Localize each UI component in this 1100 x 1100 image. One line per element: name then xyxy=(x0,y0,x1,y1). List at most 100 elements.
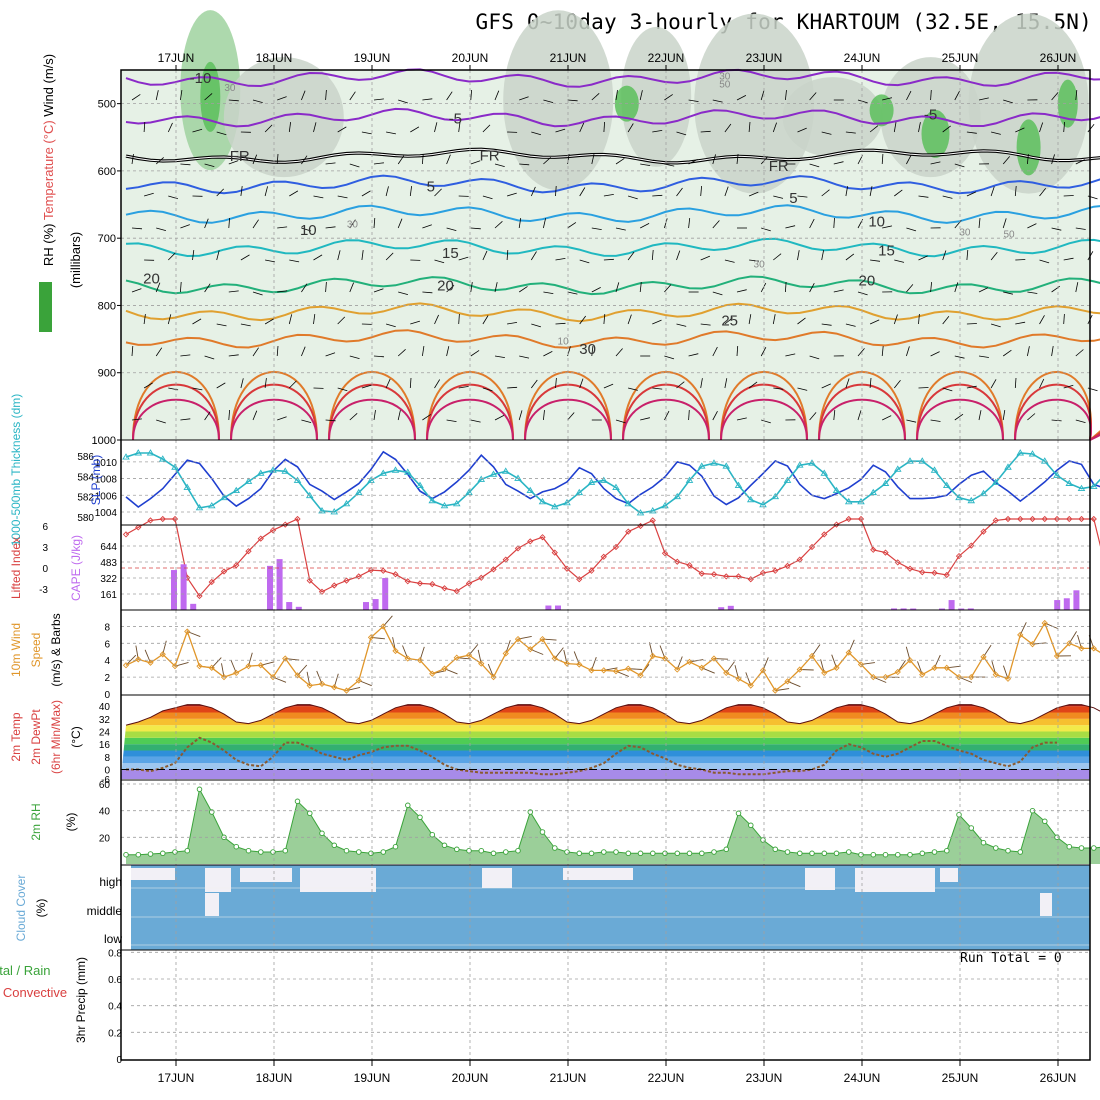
thickness-point xyxy=(1065,479,1074,486)
wind-barb xyxy=(398,99,408,104)
wind-barb xyxy=(833,410,836,421)
wind-barb xyxy=(264,378,267,389)
rh-point xyxy=(368,850,374,857)
wind-speed-point xyxy=(282,655,289,662)
wind-barb xyxy=(216,250,220,261)
wind-barb-10m xyxy=(554,647,564,659)
li-point xyxy=(943,571,950,579)
wind-barb xyxy=(289,380,297,389)
wind-barb xyxy=(918,195,929,198)
wind-barb xyxy=(458,122,461,133)
wind-barb xyxy=(204,411,211,421)
wind-barb xyxy=(1075,159,1085,165)
thickness-point xyxy=(759,500,767,508)
wind-barb xyxy=(978,218,981,229)
wind-speed-point xyxy=(331,684,338,691)
date-label-bottom: 22JUN xyxy=(648,1071,685,1085)
wind-barb xyxy=(785,281,787,293)
wind-barb xyxy=(906,284,914,293)
thickness-point xyxy=(685,476,694,483)
wind-barb xyxy=(918,255,928,261)
date-label-top: 26JUN xyxy=(1040,51,1077,65)
wind-speed-point xyxy=(159,651,166,658)
wind-barb xyxy=(712,291,723,296)
wind-barb xyxy=(724,317,733,325)
wind-barb xyxy=(1002,156,1011,165)
wind-speed-point xyxy=(355,677,362,684)
dewpoint-line xyxy=(126,736,1057,776)
cape-bar xyxy=(967,608,974,610)
wind-speed-point xyxy=(674,666,681,673)
wind-speed-point xyxy=(919,671,926,678)
cloud-ylabel-a: Cloud Cover xyxy=(14,875,28,942)
li-point xyxy=(135,524,142,531)
wind-barb xyxy=(168,387,179,391)
wind-barb xyxy=(893,379,901,389)
wind-barb xyxy=(530,379,538,389)
isotherm-label: -10 xyxy=(190,70,212,87)
wind-barb xyxy=(990,323,1001,328)
wind-barb xyxy=(857,348,865,357)
date-label-bottom: 21JUN xyxy=(550,1071,587,1085)
wind-speed-point xyxy=(821,669,828,677)
wind-barb xyxy=(482,315,489,325)
wind-barb xyxy=(277,226,288,229)
thickness-point xyxy=(575,488,584,496)
wind-barb xyxy=(930,89,932,101)
thickness-point xyxy=(563,498,571,506)
wind-barb xyxy=(1014,377,1017,389)
wind-barb xyxy=(906,90,912,101)
thickness-point xyxy=(440,501,449,509)
wind-barb xyxy=(700,130,711,133)
rh-point xyxy=(294,798,301,805)
precip-ylabel-convective: Convective xyxy=(3,985,67,1000)
thickness-point xyxy=(550,502,559,510)
slp-tick: 1008 xyxy=(95,475,118,486)
temp-tick: -6 xyxy=(101,775,110,786)
wind-barb xyxy=(1063,121,1065,133)
rh-point xyxy=(429,831,436,838)
wind-barb xyxy=(422,414,431,421)
cape-bar xyxy=(948,600,955,610)
rh-point xyxy=(196,786,203,793)
wind-barb xyxy=(893,122,897,133)
date-label-bottom: 26JUN xyxy=(1040,1071,1077,1085)
wind-barb xyxy=(277,416,287,421)
wind-barb xyxy=(652,319,662,325)
wind-barb xyxy=(1087,123,1095,133)
wind-barb xyxy=(688,353,699,357)
wind-barb xyxy=(1075,227,1086,230)
thickness-point xyxy=(367,476,375,483)
isotherm-label: 15 xyxy=(442,245,459,262)
rh-shading xyxy=(223,57,344,178)
wind-barb xyxy=(1002,410,1006,421)
pressure-tick-label: 600 xyxy=(98,166,116,178)
wind-barb xyxy=(446,419,457,422)
wind-barb xyxy=(240,254,250,261)
wind-barb xyxy=(676,381,685,389)
date-label-bottom: 20JUN xyxy=(452,1071,489,1085)
thickness-point xyxy=(820,469,829,476)
wind-barb xyxy=(603,313,606,325)
wind-barb xyxy=(252,219,259,229)
li-point xyxy=(784,562,791,570)
li-point xyxy=(478,574,485,581)
wind-barb xyxy=(857,99,868,104)
wind-barb xyxy=(918,313,920,325)
wind-barb xyxy=(869,377,872,389)
wind-barb xyxy=(579,378,584,389)
date-label-top: 17JUN xyxy=(158,51,195,65)
wind-barb xyxy=(760,90,765,101)
wind-barb xyxy=(228,217,230,229)
thickness-point xyxy=(158,455,167,462)
thickness-point xyxy=(538,497,547,505)
wind-speed-point xyxy=(931,664,938,671)
wind-barb xyxy=(773,387,784,390)
wind-barb xyxy=(724,378,728,389)
rh-point xyxy=(968,825,975,831)
wind-barb xyxy=(1063,257,1074,261)
isotherm-arch xyxy=(524,398,612,441)
rh-point xyxy=(258,849,264,855)
wind-barb xyxy=(615,90,618,101)
wind-barb xyxy=(434,379,441,389)
